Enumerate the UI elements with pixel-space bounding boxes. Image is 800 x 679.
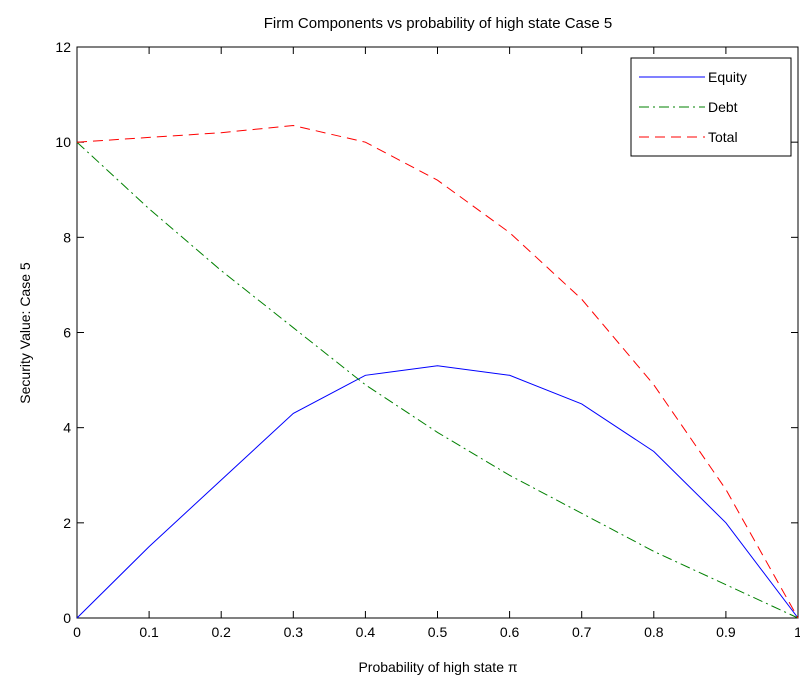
x-tick-label: 0.1 bbox=[139, 624, 159, 640]
legend: Equity Debt Total bbox=[630, 57, 792, 157]
x-tick-label: 0.2 bbox=[211, 624, 231, 640]
y-tick-label: 4 bbox=[63, 420, 71, 436]
x-tick-label: 0.5 bbox=[428, 624, 448, 640]
y-tick-label: 8 bbox=[63, 229, 71, 245]
x-tick-label: 0.8 bbox=[644, 624, 664, 640]
x-tick-label: 0.3 bbox=[284, 624, 304, 640]
legend-label-total: Total bbox=[708, 129, 738, 145]
y-tick-label: 0 bbox=[63, 610, 71, 626]
chart-title: Firm Components vs probability of high s… bbox=[264, 15, 613, 32]
series-line-debt bbox=[76, 141, 799, 619]
x-tick-label: 0.4 bbox=[356, 624, 376, 640]
series-line-total bbox=[76, 124, 799, 619]
y-tick-label: 10 bbox=[55, 134, 71, 150]
x-axis-ticks: 0 0.1 0.2 0.3 0.4 0.5 0.6 0.7 0.8 0.9 1 bbox=[73, 47, 800, 640]
y-tick-label: 2 bbox=[63, 515, 71, 531]
y-tick-label: 6 bbox=[63, 325, 71, 341]
legend-label-debt: Debt bbox=[708, 99, 738, 115]
x-axis-label: Probability of high state π bbox=[358, 659, 517, 675]
x-tick-label: 0.7 bbox=[572, 624, 592, 640]
x-tick-label: 0 bbox=[73, 624, 81, 640]
series-line-equity bbox=[76, 365, 799, 619]
y-tick-label: 12 bbox=[55, 39, 71, 55]
legend-label-equity: Equity bbox=[708, 69, 747, 85]
legend-box bbox=[630, 57, 792, 157]
x-tick-label: 1 bbox=[794, 624, 800, 640]
y-axis-label: Security Value: Case 5 bbox=[17, 262, 33, 404]
x-tick-label: 0.9 bbox=[716, 624, 736, 640]
x-tick-label: 0.6 bbox=[500, 624, 520, 640]
y-axis-ticks: 0 2 4 6 8 10 12 bbox=[55, 39, 798, 626]
series-lines bbox=[76, 124, 799, 619]
